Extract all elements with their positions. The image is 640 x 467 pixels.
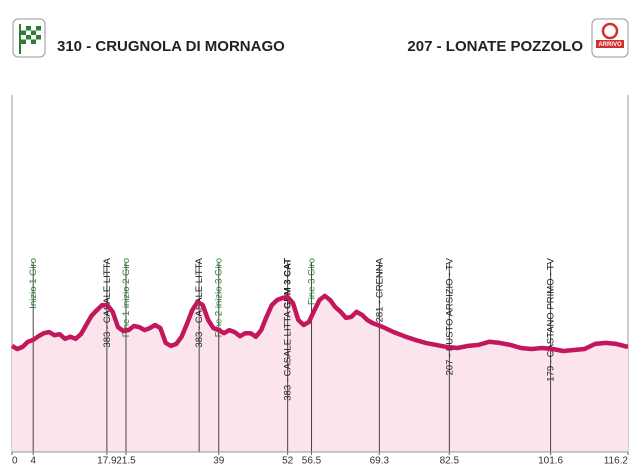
profile-line [10,293,629,354]
waypoint-text: 179 - CASTANO PRIMO - TV [545,257,556,381]
waypoint-label: 207 - BUSTO ARSIZIO - TV [444,257,455,375]
waypoint-label: Fine 2 inizio 3 Giro [213,258,224,337]
x-tick-label: 39 [213,456,225,467]
x-tick-label: 0 [12,456,18,467]
profile-area [12,295,628,452]
waypoint-label: 383 - CASALE LITTA GPM 3 CAT [282,258,293,401]
finish-icon: ARRIVO [591,18,629,58]
waypoint-label: Fine 3 Giro [306,258,317,305]
waypoint-bold: GPM 3 CAT [282,258,293,309]
x-tick-label: 17.9 [97,456,117,467]
waypoint-label: Inizio 1 Giro [28,258,39,309]
finish-label: 207 - LONATE POZZOLO [407,38,583,55]
x-tick-label: 116.2 [604,456,629,467]
start-label: 310 - CRUGNOLA DI MORNAGO [57,38,285,55]
waypoint-text: Fine 3 Giro [306,258,317,305]
waypoint-label: 383 - CASALE LITTA [101,257,112,347]
waypoint-text: Inizio 1 Giro [28,258,39,309]
waypoint-label: Fine 1 inizio 2 Giro [120,258,131,337]
waypoint-text: 383 - CASALE LITTA [101,257,112,347]
waypoint-text: Fine 1 inizio 2 Giro [120,258,131,337]
x-tick-label: 52 [282,456,294,467]
x-tick-label: 4 [30,456,36,467]
waypoint-label: 281 - CRENNA [374,257,385,322]
x-tick-label: 101.6 [538,456,563,467]
x-tick-label: 82.5 [440,456,460,467]
waypoint-text: Fine 2 inizio 3 Giro [213,258,224,337]
x-tick-label: 69.3 [370,456,390,467]
waypoint-label: 179 - CASTANO PRIMO - TV [545,257,556,381]
x-tick-label: 21.5 [116,456,136,467]
waypoint-text: 383 - CASALE LITTA [282,310,293,400]
x-tick-label: 56.5 [302,456,322,467]
waypoint-text: 281 - CRENNA [374,257,385,322]
start-icon [12,18,46,58]
finish-icon-label: ARRIVO [598,42,622,48]
waypoint-text: 207 - BUSTO ARSIZIO - TV [444,257,455,375]
